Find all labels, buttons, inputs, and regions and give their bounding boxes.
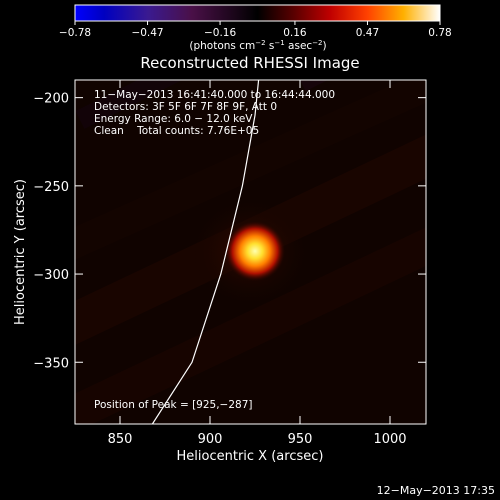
x-tick-label: 1000	[373, 432, 406, 447]
peak-position-annotation: Position of Peak = [925,−287]	[94, 399, 253, 411]
colorbar-tick-label: 0.16	[283, 27, 307, 39]
plot-frame	[74, 79, 427, 425]
colorbar: −0.78 −0.47 −0.16 0.16 0.47 0.78 (photons cm−…	[59, 4, 452, 52]
plot-area: 850 900 950 1000 −200 −250 −300 −350 11−May−201…	[33, 79, 427, 447]
y-tick-label: −200	[33, 92, 69, 107]
energy-range-annotation: Energy Range: 6.0 − 12.0 keV	[94, 113, 253, 125]
footer-timestamp: 12−May−2013 17:35	[377, 484, 495, 497]
obs-time-annotation: 11−May−2013 16:41:40.000 to 16:44:44.000	[94, 89, 335, 101]
x-tick-label: 850	[108, 432, 133, 447]
colorbar-tick-label: −0.47	[131, 27, 163, 39]
image-texture	[75, 80, 426, 424]
colorbar-tick-label: −0.78	[59, 27, 91, 39]
colorbar-tick-label: 0.47	[356, 27, 379, 39]
y-axis-title: Heliocentric Y (arcsec)	[13, 179, 28, 325]
axis-ticks: 850 900 950 1000 −200 −250 −300 −350	[33, 80, 426, 447]
flare-source	[225, 221, 285, 282]
colorbar-unit-label: (photons cm−2 s−1 asec−2)	[189, 39, 326, 52]
x-axis-title: Heliocentric X (arcsec)	[177, 449, 324, 464]
colorbar-tick-label: −0.16	[204, 27, 236, 39]
chart-title: Reconstructed RHESSI Image	[140, 54, 359, 72]
clean-counts-annotation: Clean Total counts: 7.76E+05	[94, 125, 259, 137]
detectors-annotation: Detectors: 3F 5F 6F 7F 8F 9F, Att 0	[94, 101, 277, 113]
x-tick-label: 900	[198, 432, 223, 447]
x-tick-label: 950	[288, 432, 313, 447]
solar-limb-line	[151, 80, 260, 424]
y-tick-label: −300	[33, 268, 69, 283]
y-tick-label: −350	[33, 356, 69, 371]
y-tick-label: −250	[33, 180, 69, 195]
colorbar-tick-label: 0.78	[428, 27, 451, 39]
colorbar-ticks: −0.78 −0.47 −0.16 0.16 0.47 0.78	[59, 21, 452, 39]
colorbar-gradient	[74, 4, 441, 22]
